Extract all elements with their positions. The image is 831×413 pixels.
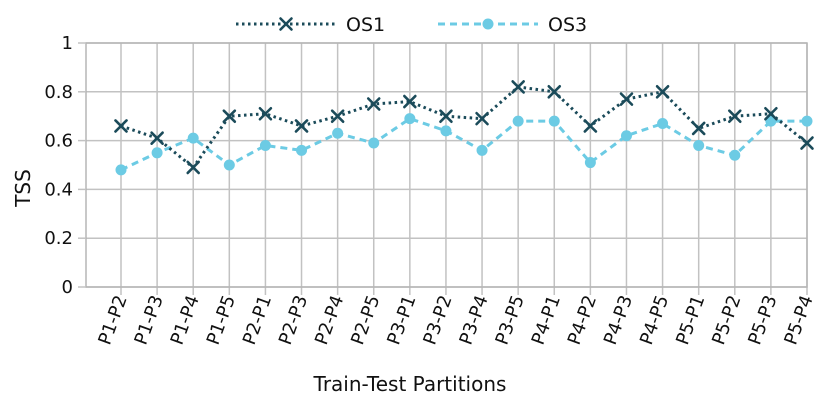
x-tick-label: P1-P3 [131,293,168,348]
series-line-os1 [120,85,808,170]
data-point-os1 [727,109,742,123]
data-point-os3 [548,115,560,127]
series-layer [114,80,814,176]
data-point-os3 [693,139,705,151]
x-tick-label: P2-P4 [311,293,348,348]
data-point-os1 [330,109,345,123]
data-point-os1 [114,119,128,133]
data-point-os3 [584,157,596,169]
y-axis-ticks: 0 0.2 0.4 0.6 0.8 1 [44,33,86,298]
data-point-os3 [476,144,488,156]
data-point-os3 [729,149,741,161]
data-point-os1 [294,119,309,133]
x-tick-label: P3-P4 [456,293,493,348]
x-tick-label: P4-P5 [636,293,673,348]
x-tick-label: P4-P3 [600,293,637,348]
data-point-os3 [512,115,524,127]
x-tick-label: P1-P4 [167,293,204,348]
legend-marker [279,17,293,31]
y-tick-label: 1 [62,33,73,54]
x-tick-label: P2-P5 [347,293,384,348]
data-point-os1 [475,111,489,126]
data-point-os3 [151,147,163,159]
data-point-os1 [186,160,201,175]
data-point-os3 [440,125,452,137]
y-tick-label: 0.8 [44,82,73,103]
x-axis-ticks: P1-P2P1-P3P1-P4P1-P5P2-P1P2-P3P2-P4P2-P5… [94,293,817,348]
data-point-os3 [296,144,308,156]
data-point-os1 [222,109,237,123]
series-os1 [114,80,814,175]
data-point-os1 [619,92,634,106]
x-tick-label: P5-P3 [744,293,781,348]
x-tick-label: P3-P2 [419,293,456,348]
legend-item-os3: OS3 [438,14,587,36]
data-point-os3 [657,118,669,130]
x-tick-label: P5-P1 [672,293,709,348]
data-point-os1 [150,131,164,145]
x-tick-label: P4-P1 [528,293,565,348]
x-tick-label: P5-P4 [780,293,817,348]
y-tick-label: 0.4 [44,179,73,200]
x-tick-label: P3-P5 [492,293,529,348]
x-tick-label: P2-P3 [275,293,312,348]
x-tick-label: P1-P2 [94,293,131,348]
x-tick-label: P3-P1 [383,293,420,348]
data-point-os1 [258,106,273,121]
legend: OS1 OS3 [236,14,587,36]
x-tick-label: P2-P1 [239,293,276,348]
data-point-os3 [259,139,271,151]
data-point-os1 [547,85,562,99]
data-point-os1 [511,80,525,94]
data-point-os1 [691,121,706,136]
data-point-os1 [403,94,417,109]
data-point-os3 [620,130,632,142]
x-tick-label: P5-P2 [708,293,745,348]
data-point-os1 [366,97,381,111]
x-tick-label: P1-P5 [203,293,240,348]
series-os3 [115,113,813,176]
data-point-os1 [439,109,453,123]
legend-label: OS1 [346,14,385,36]
legend-marker [482,18,494,30]
y-axis-title: TSS [11,169,35,208]
x-axis-title: Train-Test Partitions [313,372,507,396]
x-tick-label: P4-P2 [564,293,601,348]
data-point-os3 [115,164,127,176]
data-point-os3 [223,159,235,171]
data-point-os1 [655,85,670,99]
y-tick-label: 0.2 [44,228,73,249]
data-point-os3 [404,113,416,125]
data-point-os3 [368,137,380,149]
data-point-os1 [583,119,598,133]
y-tick-label: 0.6 [44,131,73,152]
plot-frame [85,42,808,288]
data-point-os3 [187,132,199,144]
legend-label: OS3 [548,14,587,36]
y-tick-label: 0 [62,277,73,298]
legend-item-os1: OS1 [236,14,385,36]
series-line-os3 [120,116,807,172]
data-point-os3 [801,115,813,127]
data-point-os1 [764,106,778,121]
data-point-os3 [332,127,344,139]
data-point-os1 [800,136,814,150]
